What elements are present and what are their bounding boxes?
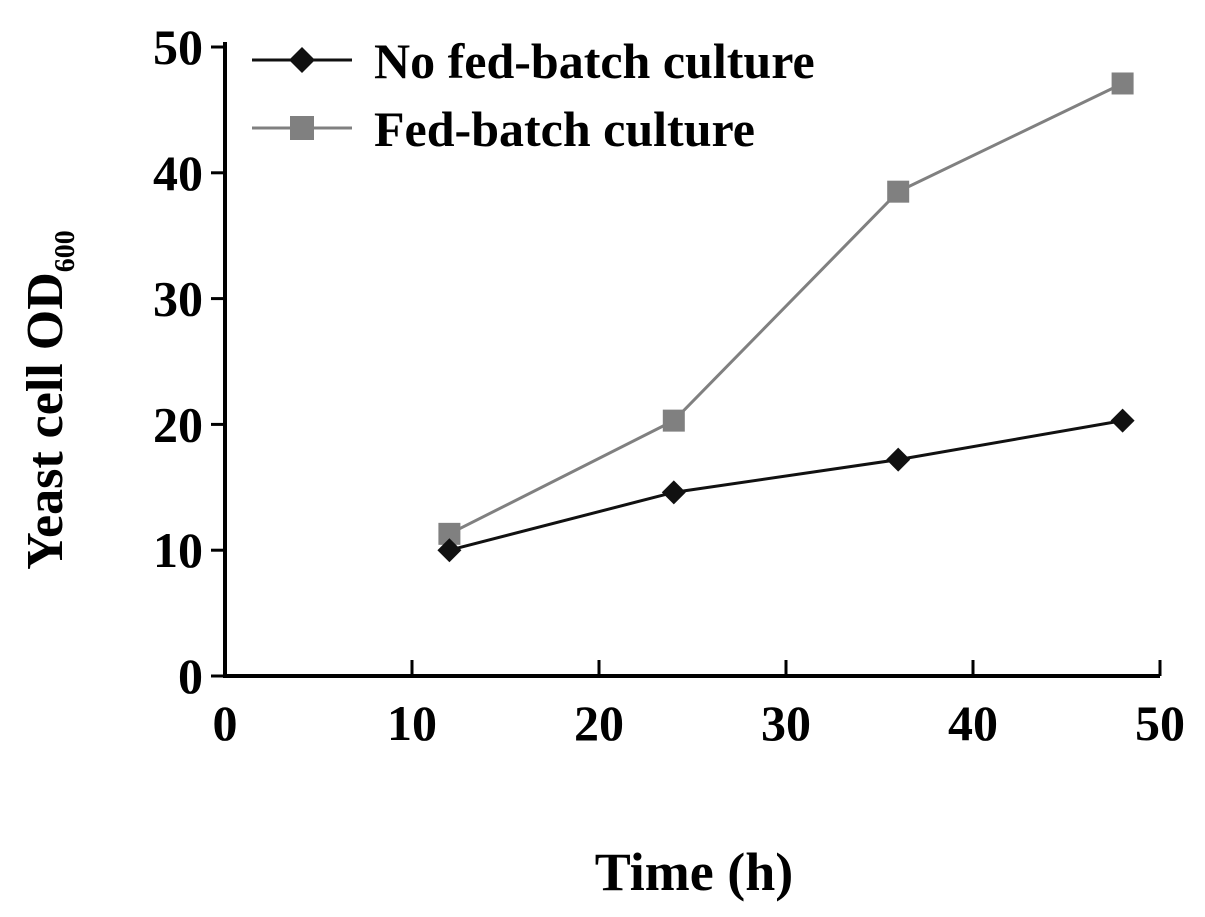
- legend: No fed-batch culture Fed-batch culture: [252, 33, 815, 157]
- data-point-diamond: [437, 538, 462, 563]
- data-point-diamond: [1110, 408, 1135, 433]
- series-1: [438, 72, 1134, 545]
- data-point-square: [662, 409, 685, 432]
- y-axis-label: Yeast cell OD600: [17, 230, 81, 569]
- y-tick-label: 10: [153, 522, 203, 578]
- x-tick-label: 40: [948, 695, 998, 751]
- series-layer: [437, 72, 1135, 563]
- x-tick-label: 20: [574, 695, 624, 751]
- y-axis-label-subscript: 600: [50, 230, 81, 272]
- legend-item-1: Fed-batch culture: [252, 101, 755, 157]
- y-tick-label: 50: [153, 19, 203, 75]
- data-point-diamond: [886, 447, 911, 472]
- x-tick-label: 0: [213, 695, 238, 751]
- y-tick-label: 20: [153, 396, 203, 452]
- x-tick-label: 30: [761, 695, 811, 751]
- data-point-square: [1111, 72, 1134, 95]
- series-line-1: [448, 82, 1124, 536]
- series-line-0: [449, 419, 1123, 552]
- y-ticks: 0 10 20 30 40 50: [153, 19, 225, 704]
- x-axis-label: Time (h): [595, 842, 794, 902]
- series-0: [437, 408, 1135, 563]
- y-tick-label: 40: [153, 145, 203, 201]
- data-point-square: [887, 180, 910, 203]
- x-ticks: 0 10 20 30 40 50: [213, 660, 1185, 751]
- legend-label-0: No fed-batch culture: [374, 33, 815, 89]
- x-tick-label: 50: [1135, 695, 1185, 751]
- y-tick-label: 0: [178, 648, 203, 704]
- y-axis-label-main: Yeast cell OD: [17, 272, 74, 569]
- data-point-diamond: [661, 480, 686, 505]
- legend-item-0: No fed-batch culture: [252, 33, 815, 89]
- legend-label-1: Fed-batch culture: [374, 101, 755, 157]
- legend-marker-square: [290, 116, 314, 140]
- legend-marker-diamond: [289, 47, 315, 73]
- y-tick-label: 30: [153, 271, 203, 327]
- x-tick-label: 10: [387, 695, 437, 751]
- chart-axes: [223, 42, 1160, 678]
- data-point-square: [438, 522, 461, 545]
